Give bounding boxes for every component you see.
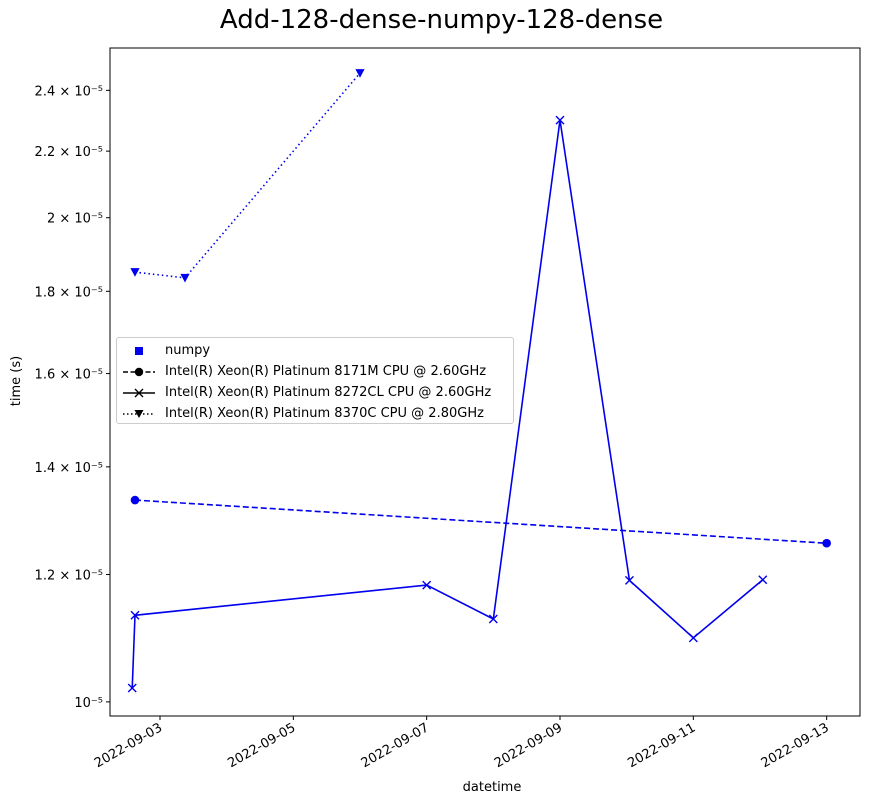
x-tick-label: 2022-09-11 [625,720,698,771]
data-point-x [488,614,498,624]
x-tick-label: 2022-09-03 [92,720,165,771]
data-point-x [758,575,768,585]
y-tick-label: 2 × 10⁻⁵ [47,212,103,227]
y-tick-label: 2.4 × 10⁻⁵ [35,84,103,99]
series-line [134,72,361,279]
plot-frame [109,47,861,717]
legend-item: Intel(R) Xeon(R) Platinum 8171M CPU @ 2.… [117,361,513,382]
solid-x-marker-icon [123,388,155,397]
data-point-x [127,683,137,693]
legend-item: Intel(R) Xeon(R) Platinum 8370C CPU @ 2.… [117,403,513,424]
y-tick-label: 1.4 × 10⁻⁵ [35,461,103,476]
data-point-circle [130,495,140,505]
legend-item: Intel(R) Xeon(R) Platinum 8272CL CPU @ 2… [117,382,513,403]
dashed-circle-marker-icon [123,367,155,376]
y-axis: 10⁻⁵ 1.2 × 10⁻⁵ 1.4 × 10⁻⁵ 1.6 × 10⁻⁵ 1.8 × … [35,84,110,711]
square-marker-icon [135,346,143,355]
dotted-triangle-marker-icon [123,409,155,418]
legend-label: Intel(R) Xeon(R) Platinum 8171M CPU @ 2.… [165,364,487,379]
plot-area [127,69,831,693]
legend-item: numpy [117,340,513,361]
data-point-x [624,575,634,585]
data-point-x [555,115,565,125]
data-point-x [688,633,698,643]
y-tick-label: 10⁻⁵ [74,696,103,711]
data-point-triangle [355,69,365,78]
x-tick-label: 2022-09-05 [225,720,298,771]
chart-title: Add-128-dense-numpy-128-dense [219,5,664,35]
y-tick-label: 1.2 × 10⁻⁵ [35,569,103,584]
legend-label: Intel(R) Xeon(R) Platinum 8370C CPU @ 2.… [165,406,484,421]
x-tick-label: 2022-09-07 [359,720,432,771]
x-tick-label: 2022-09-13 [759,720,832,771]
data-point-circle [822,538,831,548]
chart-legend: numpy Intel(R) Xeon(R) Platinum 8171M CP… [116,337,514,424]
data-point-x [130,610,140,620]
data-point-x [422,580,432,590]
y-tick-label: 1.8 × 10⁻⁵ [35,285,103,300]
x-axis-label: datetime [463,780,522,795]
series-line [131,119,764,689]
legend-label: Intel(R) Xeon(R) Platinum 8272CL CPU @ 2… [165,385,492,400]
x-axis: 2022-09-03 2022-09-05 2022-09-07 2022-09-09… [92,716,832,771]
data-point-triangle [130,268,140,277]
y-axis-label: time (s) [9,356,24,406]
series-line [134,499,827,545]
x-tick-label: 2022-09-09 [492,720,565,771]
legend-label: numpy [165,343,211,358]
y-tick-label: 2.2 × 10⁻⁵ [35,145,103,160]
y-tick-label: 1.6 × 10⁻⁵ [35,368,103,383]
data-point-triangle [180,273,190,283]
